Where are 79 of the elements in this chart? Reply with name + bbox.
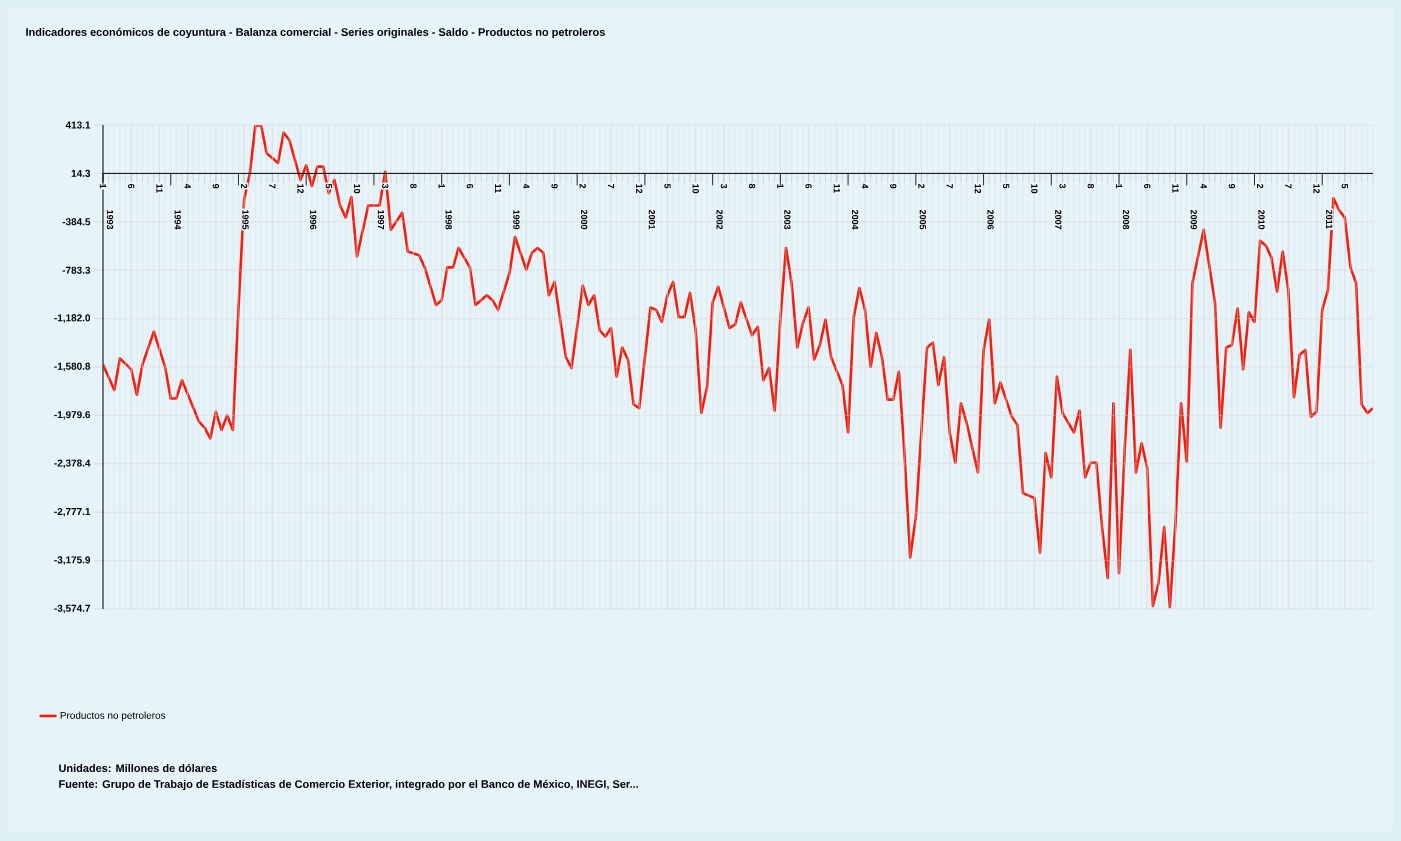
x-tick-label: 1 [99, 184, 107, 189]
x-tick-label: 9 [551, 183, 558, 189]
x-tick-label: 7 [269, 183, 276, 189]
x-tick-label: 12 [636, 184, 643, 194]
x2-tick-label: 2002 [716, 209, 723, 230]
x2-tick-label: 1994 [174, 210, 181, 230]
x-tick-label: 4 [523, 183, 530, 189]
x-tick-label: 10 [1031, 184, 1038, 194]
x-tick-label: 2 [1257, 183, 1264, 189]
y-tick-label: -2,777.1 [54, 507, 91, 517]
x-tick-label: 2 [240, 183, 248, 189]
x-tick-label: 9 [212, 183, 220, 189]
y-tick-label: -1,580.8 [54, 362, 91, 372]
x-tick-label: 8 [1087, 183, 1094, 189]
x-tick-label: 4 [861, 183, 869, 189]
x2-tick-label: 2010 [1258, 209, 1265, 230]
x-tick-label: 11 [1172, 184, 1179, 193]
x-tick-label: 4 [184, 183, 191, 189]
y-tick-label: -384.5 [62, 218, 91, 226]
x-tick-label: 6 [1144, 183, 1151, 189]
x2-tick-label: 1995 [242, 210, 249, 230]
x-tick-label: 1 [777, 184, 784, 189]
y-tick-label: -2,378.4 [54, 459, 91, 469]
x2-tick-label: 2003 [784, 209, 791, 230]
y-tick-label: -1,979.6 [54, 411, 91, 420]
y-tick-label: -3,574.7 [54, 604, 91, 614]
x-tick-label: 1 [438, 184, 445, 189]
x-tick-label: 9 [1228, 183, 1236, 189]
x2-tick-label: 2001 [648, 209, 656, 230]
x2-tick-label: 2008 [1122, 209, 1130, 230]
source-note: Fuente: Grupo de Trabajo de Estadísticas de Comercio Exterior, integrado por el Banco de México, INEGI, Ser... [59, 779, 638, 791]
x-tick-label: 10 [353, 184, 361, 194]
x-tick-label: 7 [1285, 183, 1292, 189]
x-tick-label: 11 [156, 184, 163, 193]
x-tick-label: 5 [325, 183, 332, 189]
x2-tick-label: 1999 [513, 210, 520, 230]
x2-tick-label: 2006 [987, 209, 994, 230]
y-tick-label: -783.3 [62, 266, 91, 274]
x-tick-label: 5 [1341, 183, 1348, 189]
y-tick-label: -3,175.9 [54, 556, 91, 565]
x-tick-label: 11 [833, 184, 840, 193]
x-tick-label: 4 [1200, 183, 1207, 189]
x-tick-label: 6 [128, 183, 135, 189]
x2-tick-label: 1997 [377, 210, 385, 230]
y-tick-label: 14.3 [71, 169, 91, 177]
x-tick-label: 7 [946, 183, 953, 189]
x-tick-label: 5 [664, 183, 671, 189]
x2-tick-label: 2011 [1326, 209, 1333, 229]
x2-tick-label: 2000 [580, 209, 588, 230]
x-tick-label: 11 [495, 184, 502, 193]
x2-tick-label: 1998 [445, 210, 452, 230]
x2-tick-label: 2009 [1190, 209, 1197, 230]
x-tick-label: 10 [692, 184, 699, 194]
x-tick-label: 8 [410, 183, 417, 189]
x-tick-label: 8 [748, 183, 756, 189]
x-tick-label: 6 [466, 183, 474, 189]
text: Unidades: Millones de dólares [59, 763, 217, 773]
x-tick-label: 3 [382, 183, 389, 189]
x-tick-label: 3 [1059, 183, 1066, 189]
x-tick-label: 5 [1003, 183, 1010, 189]
y-tick-label: 413.1 [65, 121, 91, 129]
x2-tick-label: 2005 [919, 209, 926, 230]
x-tick-label: 3 [720, 183, 728, 189]
x-tick-label: 9 [890, 183, 897, 189]
x-tick-label: 2 [918, 183, 925, 189]
x-tick-label: 1 [1115, 184, 1123, 189]
x2-tick-label: 2004 [851, 209, 859, 230]
x-tick-label: 6 [805, 183, 812, 189]
x2-tick-label: 1993 [106, 210, 114, 230]
x-tick-label: 12 [974, 184, 982, 194]
x2-tick-label: 1996 [310, 210, 317, 230]
x-tick-label: 12 [297, 184, 304, 194]
y-tick-label: -1,182.0 [54, 314, 91, 323]
x2-tick-label: 2007 [1055, 209, 1062, 230]
chart-title: Indicadores económicos de coyuntura - Balanza comercial - Series originales - Saldo - Productos no petroleros [26, 27, 605, 39]
legend-label: Productos no petroleros [60, 711, 166, 721]
x-tick-label: 7 [607, 183, 615, 189]
x-tick-label: 2 [579, 183, 586, 189]
x-tick-label: 12 [1313, 184, 1320, 194]
